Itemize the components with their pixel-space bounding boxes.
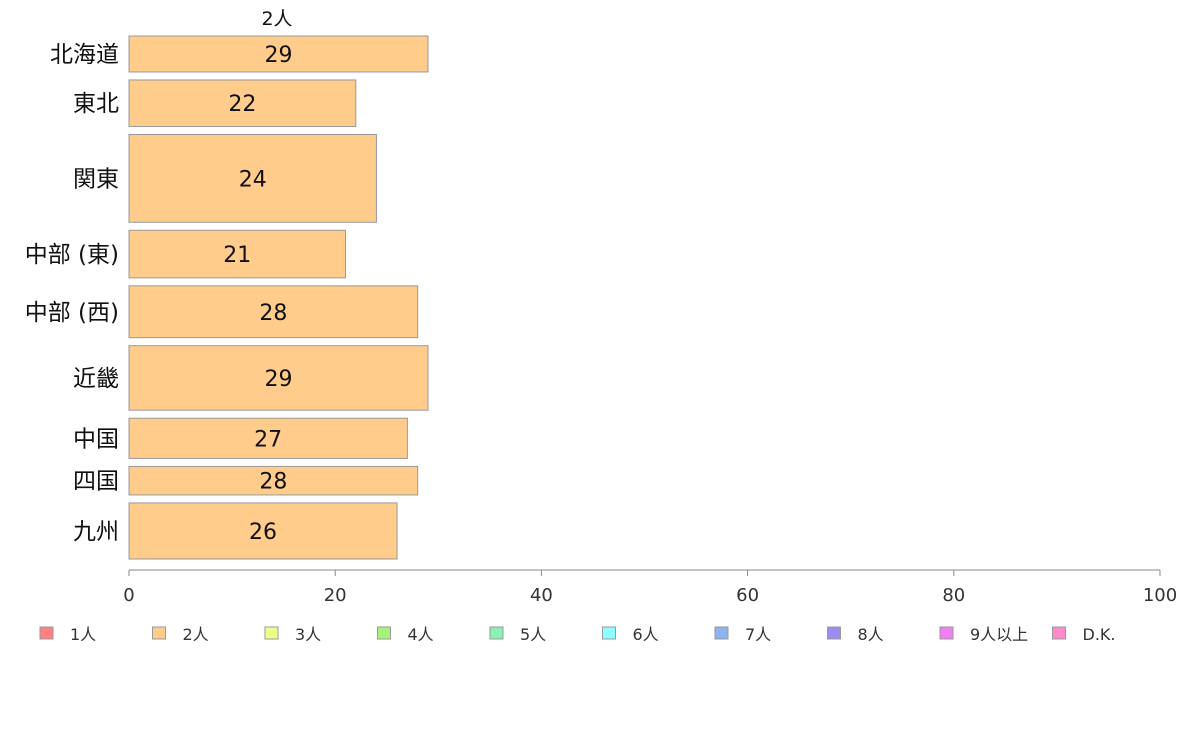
- bar-value-label: 21: [223, 243, 251, 268]
- legend-label: 8人: [858, 625, 884, 644]
- bar-2: [128, 133, 377, 223]
- legend-swatch: [489, 626, 504, 640]
- category-label: 近畿: [73, 366, 119, 392]
- legend-swatch: [939, 626, 954, 640]
- bar-0: [128, 35, 429, 73]
- tick-label: 20: [324, 585, 347, 606]
- x-axis: 0 20 40 60 80 100: [123, 569, 1177, 606]
- bar-value-label: 26: [249, 520, 277, 545]
- legend-label: 4人: [408, 625, 434, 644]
- legend-swatch: [714, 626, 729, 640]
- bars-group: 29 北海道 22 東北 24 関東 21 中部 (東) 28 中部 (西) 29 近畿 27 中国 28 四…: [25, 35, 429, 560]
- bar-value-label: 24: [239, 167, 267, 192]
- legend-label: 5人: [520, 625, 546, 644]
- legend-swatch: [1052, 626, 1066, 640]
- category-label: 中部 (西): [25, 300, 119, 326]
- bar-value-label: 28: [259, 470, 287, 495]
- category-label: 四国: [73, 469, 119, 495]
- category-label: 九州: [73, 519, 119, 545]
- category-label: 東北: [73, 91, 119, 117]
- bar-8: [128, 502, 398, 560]
- category-label: 関東: [73, 166, 119, 192]
- legend-swatch: [152, 626, 166, 640]
- legend-swatch: [827, 626, 841, 640]
- legend-label: 3人: [295, 625, 321, 644]
- legend-swatch: [39, 626, 54, 640]
- tick-label: 100: [1143, 585, 1177, 606]
- bar-value-label: 22: [228, 92, 256, 117]
- tick-label: 40: [530, 585, 553, 606]
- legend-swatch: [602, 626, 616, 640]
- legend-label: D.K.: [1083, 625, 1116, 644]
- legend-swatch: [264, 626, 279, 640]
- category-label: 中部 (東): [25, 242, 119, 268]
- bar-value-label: 29: [264, 367, 292, 392]
- category-label: 北海道: [50, 42, 119, 68]
- bar-3: [128, 229, 347, 279]
- category-label: 中国: [73, 426, 119, 452]
- bar-value-label: 28: [259, 301, 287, 326]
- legend: 1人 2人 3人 4人 5人 6人 7人 8人 9人以上 D.K.: [39, 625, 1116, 644]
- tick-label: 80: [942, 585, 965, 606]
- legend-label: 2人: [183, 625, 209, 644]
- legend-swatch: [377, 626, 391, 640]
- bar-6: [128, 417, 408, 459]
- bar-value-label: 27: [254, 427, 282, 452]
- legend-label: 9人以上: [970, 625, 1028, 644]
- bar-1: [128, 79, 357, 127]
- bar-value-label: 29: [264, 43, 292, 68]
- bar-4: [128, 285, 419, 339]
- legend-label: 7人: [745, 625, 771, 644]
- bar-5: [128, 345, 429, 411]
- tick-label: 60: [736, 585, 759, 606]
- legend-label: 1人: [70, 625, 96, 644]
- tick-label: 0: [123, 585, 134, 606]
- bar-7: [128, 465, 419, 496]
- legend-label: 6人: [633, 625, 659, 644]
- series-title: 2人: [261, 8, 292, 30]
